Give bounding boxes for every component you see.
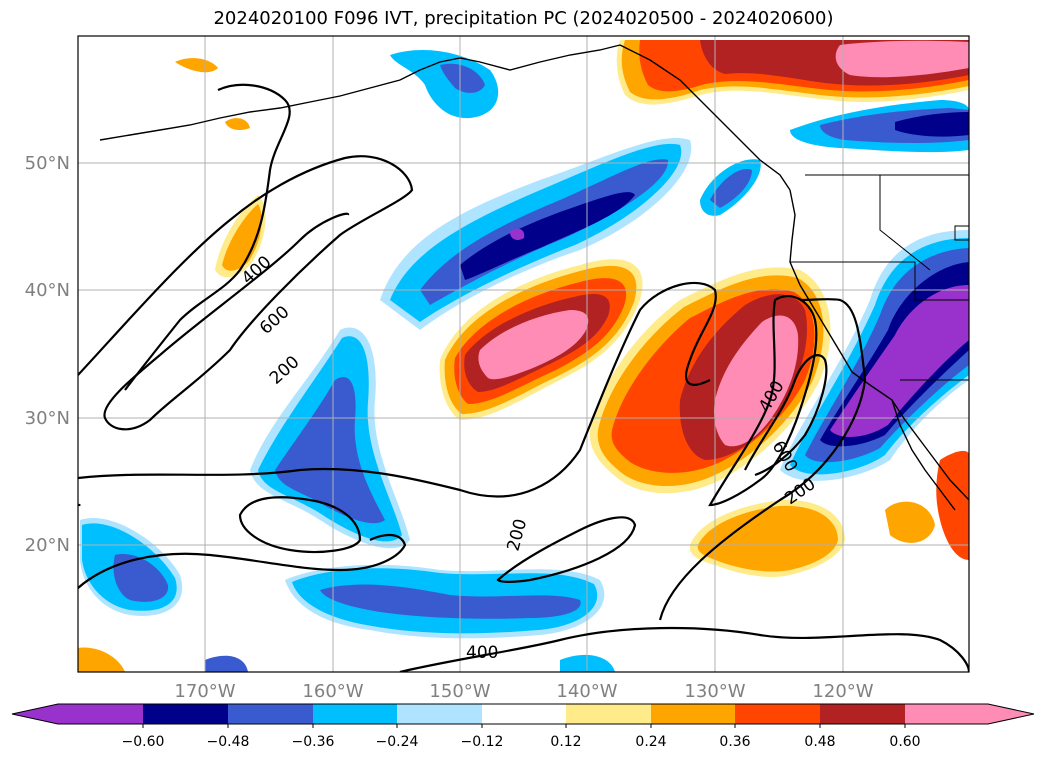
coastlines [99,44,969,511]
colorbar-segment [735,704,820,724]
pos-corner-orange [78,647,125,672]
colorbar-segment [566,704,651,724]
neg-band-navy [460,192,635,280]
lon-label: 140°W [556,681,617,702]
colorbar-segment [397,704,482,724]
colorbar-segment [313,704,397,724]
colorbar-tick-label: −0.36 [292,734,335,750]
neg-north-blue [440,63,485,93]
lat-labels: 50°N 40°N 30°N 20°N [25,153,70,556]
colorbar-extend-right [988,704,1034,724]
pos-subtrop-orange [697,505,838,572]
neg-bc-blue [710,169,752,208]
lon-label: 150°W [429,681,490,702]
ivt-contours [78,83,969,672]
colorbar-segment [651,704,735,724]
neg-small-blue [205,655,248,672]
neg-canada-navy [895,112,969,137]
precip-fill-layer [78,40,969,672]
colorbar-segment [905,704,988,724]
map-frame [77,35,970,673]
pos-gulf-orange [225,118,250,130]
colorbar-tick-label: −0.12 [461,734,504,750]
colorbar-tick-label: 0.60 [889,734,920,750]
pos-canada-pink [835,40,969,78]
colorbar-segment [58,704,143,724]
pos-mexico-orange [885,501,935,543]
colorbar-segments [58,704,988,724]
colorbar-tick-label: 0.36 [719,734,750,750]
colorbar-extend-left [12,704,58,724]
colorbar-segment [143,704,228,724]
pos-east-pink [714,315,799,447]
map-title: 2024020100 F096 IVT, precipitation PC (2… [213,8,834,29]
colorbar-tick-label: 0.12 [550,734,581,750]
neg-west-us-purple [830,285,969,437]
contour-label-400-c: 400 [466,643,498,663]
colorbar-tick-label: −0.24 [376,734,419,750]
neg-north-cyan [390,50,499,119]
colorbar: −0.60 −0.48 −0.36 −0.24 −0.12 0.12 0.24 0.36 0.4… [11,703,1035,750]
colorbar-segment [820,704,905,724]
colorbar-tick-label: 0.24 [635,734,666,750]
neg-south-blue [320,584,581,619]
neg-sw-blue [113,554,169,602]
lat-label: 50°N [25,153,70,174]
colorbar-segment [228,704,313,724]
lon-label: 170°W [174,681,235,702]
pos-mexico-red [936,450,969,560]
colorbar-ticks: −0.60 −0.48 −0.36 −0.24 −0.12 0.12 0.24 0.36 0.4… [122,724,921,750]
neg-band-purple-dot [510,228,525,240]
lon-label: 160°W [302,681,363,702]
lon-label: 120°W [812,681,873,702]
colorbar-segment [482,704,566,724]
colorbar-outline [11,703,1035,725]
lat-label: 30°N [25,408,70,429]
pos-central-pink [478,310,589,380]
pos-alaska-orange [175,58,218,73]
colorbar-tick-label: 0.48 [804,734,835,750]
political-borders [790,174,969,381]
neg-central-blue [275,376,385,524]
lat-label: 40°N [25,280,70,301]
graticule [78,36,969,672]
colorbar-tick-label: −0.60 [122,734,165,750]
lat-label: 20°N [25,535,70,556]
lon-labels: 170°W 160°W 150°W 140°W 130°W 120°W [174,681,873,702]
lon-label: 130°W [684,681,745,702]
pos-nw-orange [222,204,262,271]
colorbar-tick-label: −0.48 [207,734,250,750]
